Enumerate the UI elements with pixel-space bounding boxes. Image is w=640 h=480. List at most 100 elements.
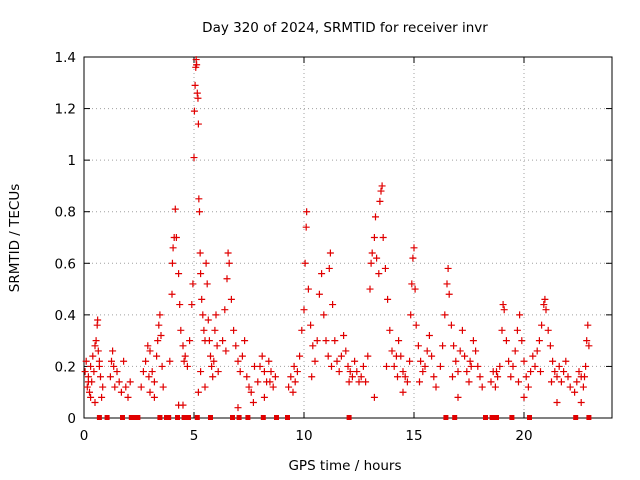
- zero-value-marker: [452, 415, 458, 420]
- data-point: [227, 295, 235, 303]
- data-point: [562, 357, 570, 365]
- data-point: [577, 399, 585, 407]
- data-point: [571, 388, 579, 396]
- zero-value-marker: [120, 415, 125, 420]
- data-point: [553, 373, 561, 381]
- data-point: [344, 362, 352, 370]
- zero-value-marker: [104, 415, 110, 420]
- x-tick-label: 5: [190, 428, 199, 444]
- data-point: [467, 362, 475, 370]
- data-point: [553, 399, 561, 407]
- data-point: [337, 352, 345, 360]
- data-point: [555, 362, 563, 370]
- zero-value-marker: [175, 415, 180, 420]
- data-point: [377, 187, 385, 195]
- data-point: [87, 362, 95, 370]
- data-point: [86, 388, 93, 396]
- data-point: [245, 383, 253, 391]
- data-point: [90, 368, 98, 376]
- data-point: [458, 326, 466, 334]
- data-point: [581, 373, 588, 381]
- data-point: [296, 352, 304, 360]
- y-tick-label: 0.8: [55, 205, 76, 221]
- data-point: [531, 362, 539, 370]
- data-point: [511, 347, 519, 355]
- data-point: [194, 120, 202, 128]
- data-point: [331, 337, 339, 345]
- data-point: [177, 326, 185, 334]
- data-point: [452, 357, 460, 365]
- data-point: [117, 388, 125, 396]
- y-tick-label: 0: [67, 411, 76, 427]
- data-point: [394, 373, 401, 381]
- data-point: [326, 249, 334, 257]
- data-point: [95, 362, 103, 370]
- data-point: [232, 342, 240, 350]
- zero-value-marker: [494, 415, 499, 420]
- data-point: [195, 195, 203, 203]
- data-point: [150, 378, 158, 386]
- data-point: [325, 264, 333, 272]
- data-point: [241, 337, 249, 345]
- data-point: [353, 368, 361, 376]
- data-point: [324, 352, 332, 360]
- data-point: [265, 357, 273, 365]
- data-point: [154, 337, 162, 345]
- data-point: [254, 378, 262, 386]
- data-point: [397, 352, 405, 360]
- data-point: [579, 383, 587, 391]
- data-point: [318, 270, 326, 278]
- data-point: [175, 270, 183, 278]
- data-point: [551, 368, 559, 376]
- data-point: [158, 362, 166, 370]
- data-point: [212, 311, 220, 319]
- data-points: [81, 56, 593, 420]
- data-point: [476, 373, 484, 381]
- data-point: [234, 357, 242, 365]
- data-point: [573, 378, 581, 386]
- data-point: [362, 378, 370, 386]
- data-point: [444, 264, 452, 272]
- zero-value-marker: [181, 415, 187, 420]
- data-point: [172, 234, 180, 241]
- data-point: [538, 321, 546, 329]
- data-point: [425, 331, 433, 339]
- data-point: [267, 368, 275, 376]
- zero-value-marker: [236, 415, 242, 420]
- data-point: [179, 401, 187, 409]
- x-tick-label: 15: [405, 428, 422, 444]
- data-point: [179, 342, 187, 350]
- data-point: [378, 182, 386, 190]
- data-point: [266, 378, 274, 386]
- data-point: [533, 347, 541, 355]
- data-point: [99, 383, 107, 391]
- data-point: [456, 347, 464, 355]
- data-point: [474, 362, 482, 370]
- data-point: [542, 306, 550, 314]
- data-point: [364, 352, 372, 360]
- data-point: [156, 311, 164, 319]
- data-point: [197, 270, 205, 278]
- data-point: [200, 326, 208, 334]
- zero-value-marker: [285, 415, 290, 420]
- y-axis-label: SRMTID / TECUs: [7, 184, 23, 292]
- data-point: [298, 326, 306, 334]
- data-point: [301, 259, 309, 267]
- data-point: [541, 295, 549, 303]
- zero-value-marker: [483, 415, 488, 420]
- data-point: [414, 342, 422, 350]
- data-point: [191, 81, 199, 89]
- data-point: [357, 373, 365, 381]
- data-point: [411, 285, 419, 293]
- data-point: [419, 368, 427, 376]
- data-point: [208, 362, 216, 370]
- data-point: [196, 208, 203, 216]
- data-point: [146, 347, 154, 355]
- data-point: [309, 342, 317, 350]
- data-point: [546, 342, 554, 350]
- data-point: [186, 337, 194, 345]
- data-point: [407, 311, 415, 319]
- y-tick-label: 0.6: [55, 256, 76, 272]
- data-point: [203, 280, 211, 288]
- x-tick-label: 10: [295, 428, 312, 444]
